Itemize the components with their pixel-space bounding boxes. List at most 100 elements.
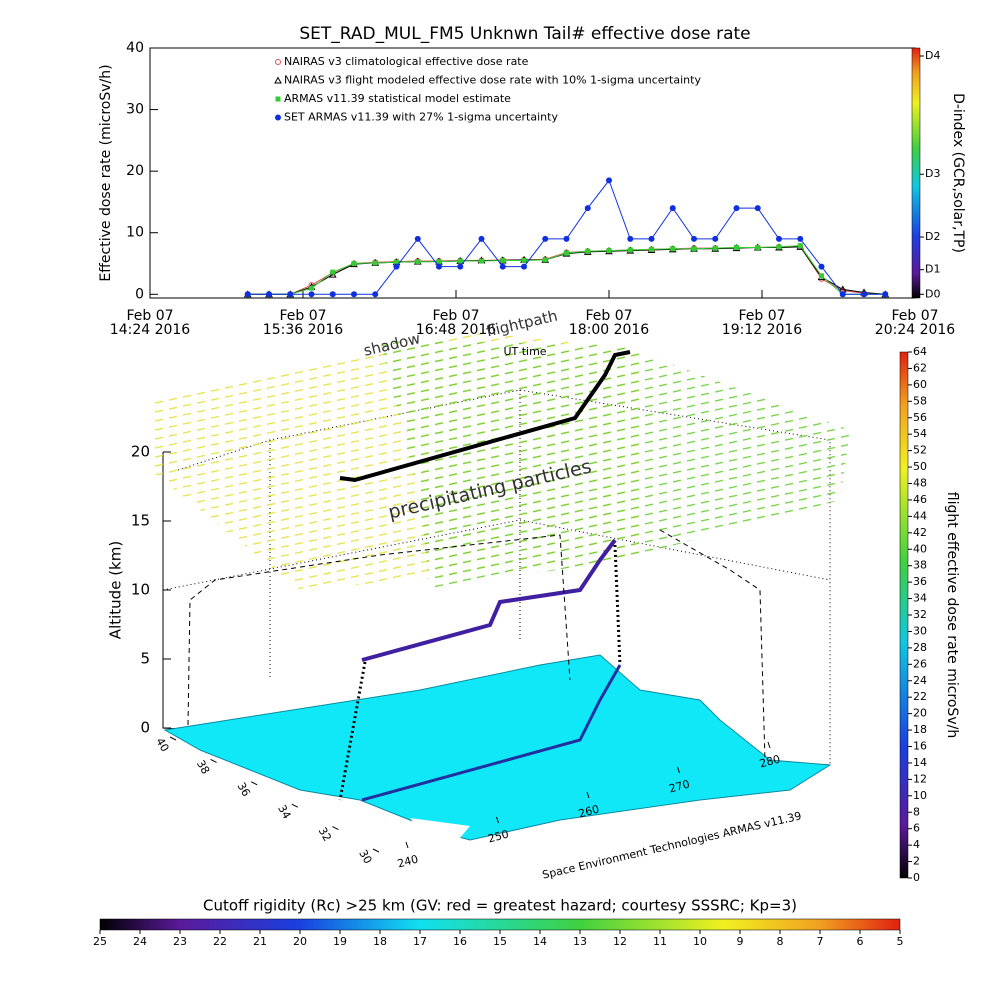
colorbar-tick-label: 8 bbox=[777, 935, 784, 948]
colorbar-tick-label: 22 bbox=[913, 690, 927, 703]
y2-tick-label: D1 bbox=[925, 263, 940, 276]
colorbar-tick-label: 54 bbox=[913, 427, 927, 440]
data-point bbox=[414, 235, 421, 242]
colorbar-tick-label: 8 bbox=[913, 805, 920, 818]
colorbar-tick-label: 9 bbox=[737, 935, 744, 948]
x-tick-label: 30 bbox=[356, 847, 374, 866]
data-point bbox=[308, 291, 315, 298]
colorbar-tick-label: 32 bbox=[913, 608, 927, 621]
y-tick-label: 270 bbox=[668, 778, 692, 796]
colorbar-tick-label: 18 bbox=[913, 723, 927, 736]
y-tick-label: 10 bbox=[126, 225, 144, 241]
colorbar-tick-label: 34 bbox=[913, 592, 927, 605]
colorbar-tick-label: 20 bbox=[913, 707, 927, 720]
data-point bbox=[797, 243, 803, 249]
data-point bbox=[478, 235, 485, 242]
data-point bbox=[287, 291, 294, 298]
y-tick-label: 30 bbox=[126, 102, 144, 118]
projection bbox=[659, 529, 766, 761]
ascent bbox=[338, 661, 367, 801]
data-point bbox=[309, 285, 314, 291]
y-tick bbox=[405, 841, 409, 849]
legend-marker bbox=[274, 76, 282, 84]
data-point bbox=[734, 245, 739, 251]
x-tick-label: Feb 07 bbox=[126, 308, 173, 324]
descent bbox=[613, 544, 622, 666]
x-tick-label: 20:24 2016 bbox=[875, 322, 956, 338]
colorbar-tick-label: 64 bbox=[913, 345, 927, 358]
x-tick-label: 36 bbox=[235, 780, 253, 799]
colorbar-label: flight effective dose rate microSv/h bbox=[944, 492, 960, 738]
x-tick bbox=[291, 803, 299, 808]
colorbar-tick-label: 58 bbox=[913, 394, 927, 407]
data-point bbox=[839, 291, 846, 298]
y-tick bbox=[677, 766, 680, 774]
x-tick-label: Feb 07 bbox=[279, 308, 326, 324]
data-point bbox=[754, 205, 761, 212]
x-tick bbox=[332, 826, 339, 831]
data-point bbox=[415, 259, 421, 265]
colorbar-tick-label: 24 bbox=[133, 935, 147, 948]
y-tick-label: 240 bbox=[396, 853, 420, 871]
colorbar-tick-label: 52 bbox=[913, 444, 927, 457]
data-point bbox=[351, 261, 357, 267]
x-tick-label: Feb 07 bbox=[432, 308, 479, 324]
colorbar-tick-label: 26 bbox=[913, 657, 927, 670]
colorbar-tick-label: 25 bbox=[93, 935, 107, 948]
data-point bbox=[585, 248, 591, 254]
x-axis-label: UT time bbox=[503, 345, 546, 358]
data-point bbox=[861, 291, 867, 298]
colorbar-tick-label: 38 bbox=[913, 559, 927, 572]
colorbar-tick-label: 18 bbox=[373, 935, 387, 948]
colorbar-tick-label: 14 bbox=[533, 935, 547, 948]
z-tick-label: 0 bbox=[140, 719, 150, 737]
data-point bbox=[882, 291, 889, 298]
y-tick bbox=[767, 741, 771, 749]
colorbar-tick-label: 60 bbox=[913, 378, 927, 391]
data-point bbox=[563, 235, 570, 242]
legend-marker bbox=[275, 59, 281, 65]
colorbar-tick-label: 21 bbox=[253, 935, 267, 948]
data-point bbox=[500, 257, 506, 263]
colorbar-tick-label: 6 bbox=[913, 822, 920, 835]
data-point bbox=[372, 260, 378, 266]
colorbar-tick-label: 14 bbox=[913, 756, 927, 769]
data-point bbox=[542, 257, 548, 263]
colorbar-tick-label: 15 bbox=[493, 935, 507, 948]
scene bbox=[150, 330, 850, 841]
data-point bbox=[712, 235, 719, 242]
x-tick-label: Feb 07 bbox=[891, 308, 938, 324]
y-tick bbox=[496, 816, 499, 824]
ground-track bbox=[361, 664, 622, 802]
legend-label: NAIRAS v3 flight modeled effective dose … bbox=[284, 74, 701, 87]
map-gap bbox=[410, 818, 470, 838]
legend-label: SET ARMAS v11.39 with 27% 1-sigma uncert… bbox=[284, 111, 558, 124]
z-tick-label: 10 bbox=[131, 581, 150, 599]
legend-label: ARMAS v11.39 statistical model estimate bbox=[284, 92, 511, 105]
colorbar-tick-label: 11 bbox=[653, 935, 667, 948]
y-tick-label: 250 bbox=[487, 828, 511, 846]
y2-tick-label: D0 bbox=[925, 287, 940, 300]
x-tick-label: 14:24 2016 bbox=[110, 322, 191, 338]
colorbar-tick-label: 0 bbox=[913, 871, 920, 884]
data-point bbox=[669, 205, 676, 212]
data-point bbox=[627, 235, 634, 242]
data-point bbox=[797, 235, 804, 242]
data-point bbox=[691, 235, 697, 242]
colorbar-tick-label: 28 bbox=[913, 641, 927, 654]
colorbar-title: Cutoff rigidity (Rc) >25 km (GV: red = g… bbox=[203, 897, 797, 915]
x-tick bbox=[169, 736, 177, 741]
y2-tick-label: D2 bbox=[925, 230, 940, 243]
y2-tick-label: D4 bbox=[925, 49, 940, 62]
x-tick-label: 18:00 2016 bbox=[569, 322, 650, 338]
data-point bbox=[755, 245, 761, 251]
colorbar-tick-label: 30 bbox=[913, 624, 927, 637]
colorbar-tick-label: 50 bbox=[913, 460, 927, 473]
data-point bbox=[521, 263, 527, 270]
data-point bbox=[330, 269, 336, 275]
data-point bbox=[329, 291, 336, 298]
x-tick-label: 19:12 2016 bbox=[722, 322, 803, 338]
colorbar-tick-label: 23 bbox=[173, 935, 187, 948]
